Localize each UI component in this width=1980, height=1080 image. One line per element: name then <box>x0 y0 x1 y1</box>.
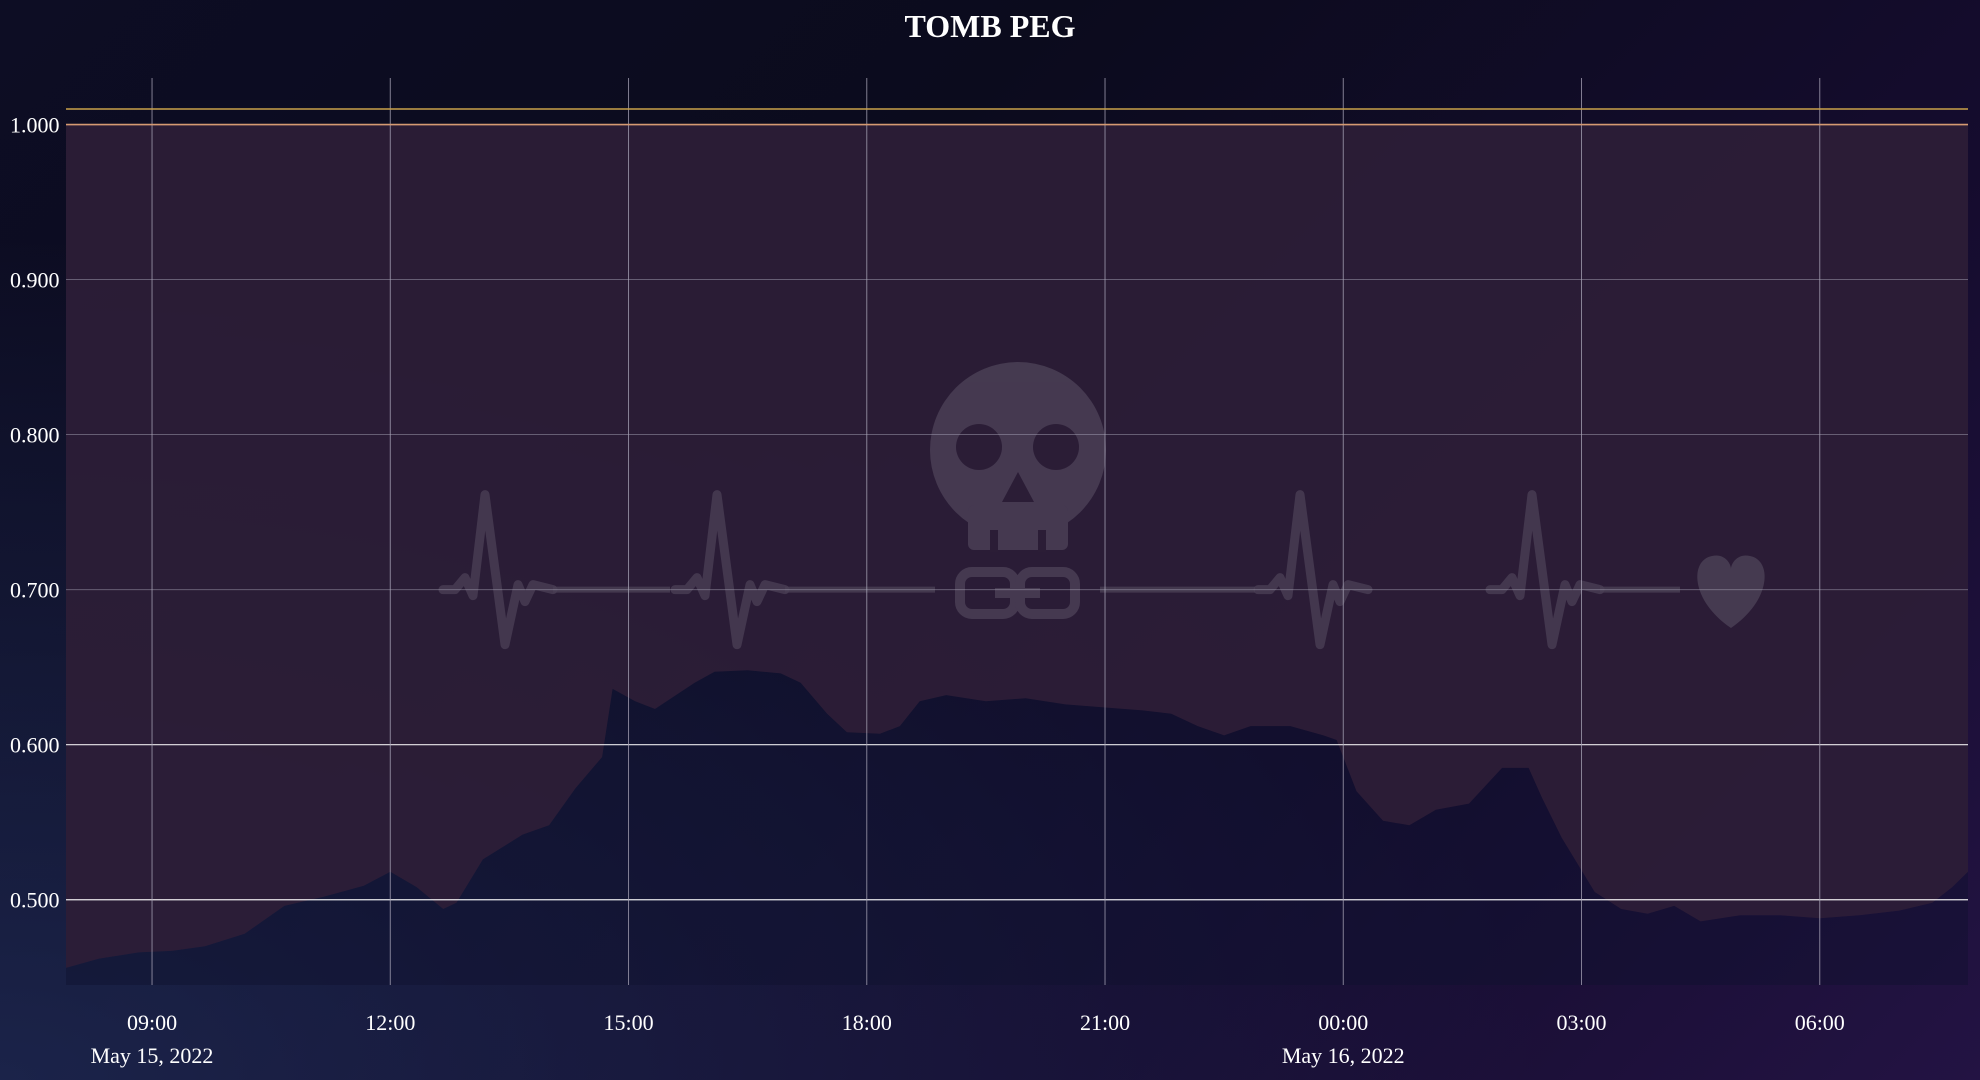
heart-icon <box>1697 555 1765 628</box>
chart-title: TOMB PEG <box>904 8 1076 44</box>
heartbeat-icon <box>670 490 790 650</box>
x-tick-label: 06:00 <box>1795 1010 1845 1035</box>
y-tick-label: 0.600 <box>10 733 60 758</box>
y-tick-label: 1.000 <box>10 113 60 138</box>
heartbeat-icon <box>438 490 558 650</box>
x-tick-label: 18:00 <box>842 1010 892 1035</box>
y-tick-label: 0.700 <box>10 578 60 603</box>
chain-link-icon <box>955 567 1080 619</box>
series-area-below <box>66 670 1968 985</box>
heartbeat-icon <box>1485 490 1605 650</box>
x-tick-label: 21:00 <box>1080 1010 1130 1035</box>
heartbeat-icon <box>1253 490 1373 650</box>
x-tick-label: 00:00 <box>1318 1010 1368 1035</box>
x-tick-label: 12:00 <box>365 1010 415 1035</box>
y-tick-label: 0.500 <box>10 888 60 913</box>
x-tick-date-label: May 15, 2022 <box>91 1043 214 1068</box>
y-tick-label: 0.900 <box>10 268 60 293</box>
x-tick-date-label: May 16, 2022 <box>1282 1043 1405 1068</box>
y-tick-label: 0.800 <box>10 423 60 448</box>
skull-icon <box>930 362 1106 552</box>
x-tick-label: 15:00 <box>603 1010 653 1035</box>
x-tick-label: 03:00 <box>1556 1010 1606 1035</box>
x-tick-label: 09:00 <box>127 1010 177 1035</box>
